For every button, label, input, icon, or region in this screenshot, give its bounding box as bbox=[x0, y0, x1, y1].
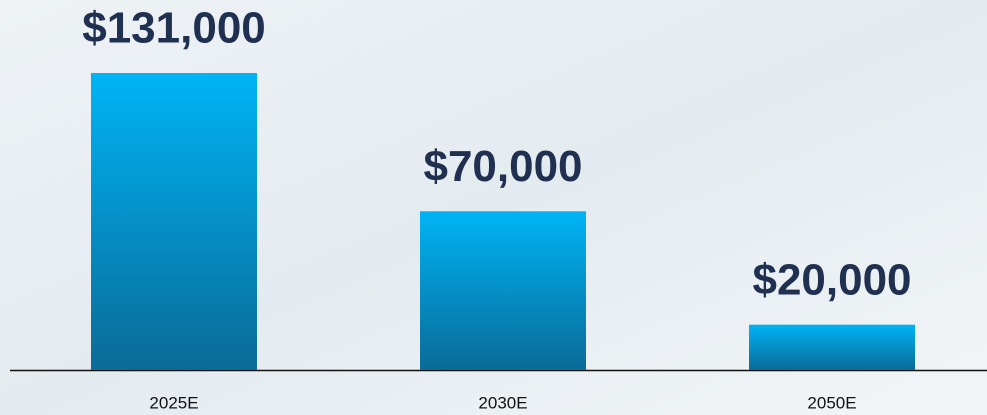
x-tick-label: 2050E bbox=[807, 393, 856, 412]
x-tick-label: 2025E bbox=[149, 393, 198, 412]
page: {"chart_data": {"type": "bar", "categori… bbox=[0, 0, 987, 415]
value-label: $131,000 bbox=[82, 4, 266, 53]
bar bbox=[420, 211, 586, 370]
chart: $131,000 2025E $70,000 2030E $20,000 2050E bbox=[0, 0, 987, 415]
x-tick-label: 2030E bbox=[478, 393, 527, 412]
bar bbox=[749, 325, 915, 370]
bar bbox=[91, 73, 257, 370]
value-label: $70,000 bbox=[423, 142, 582, 191]
value-label: $20,000 bbox=[752, 255, 911, 304]
